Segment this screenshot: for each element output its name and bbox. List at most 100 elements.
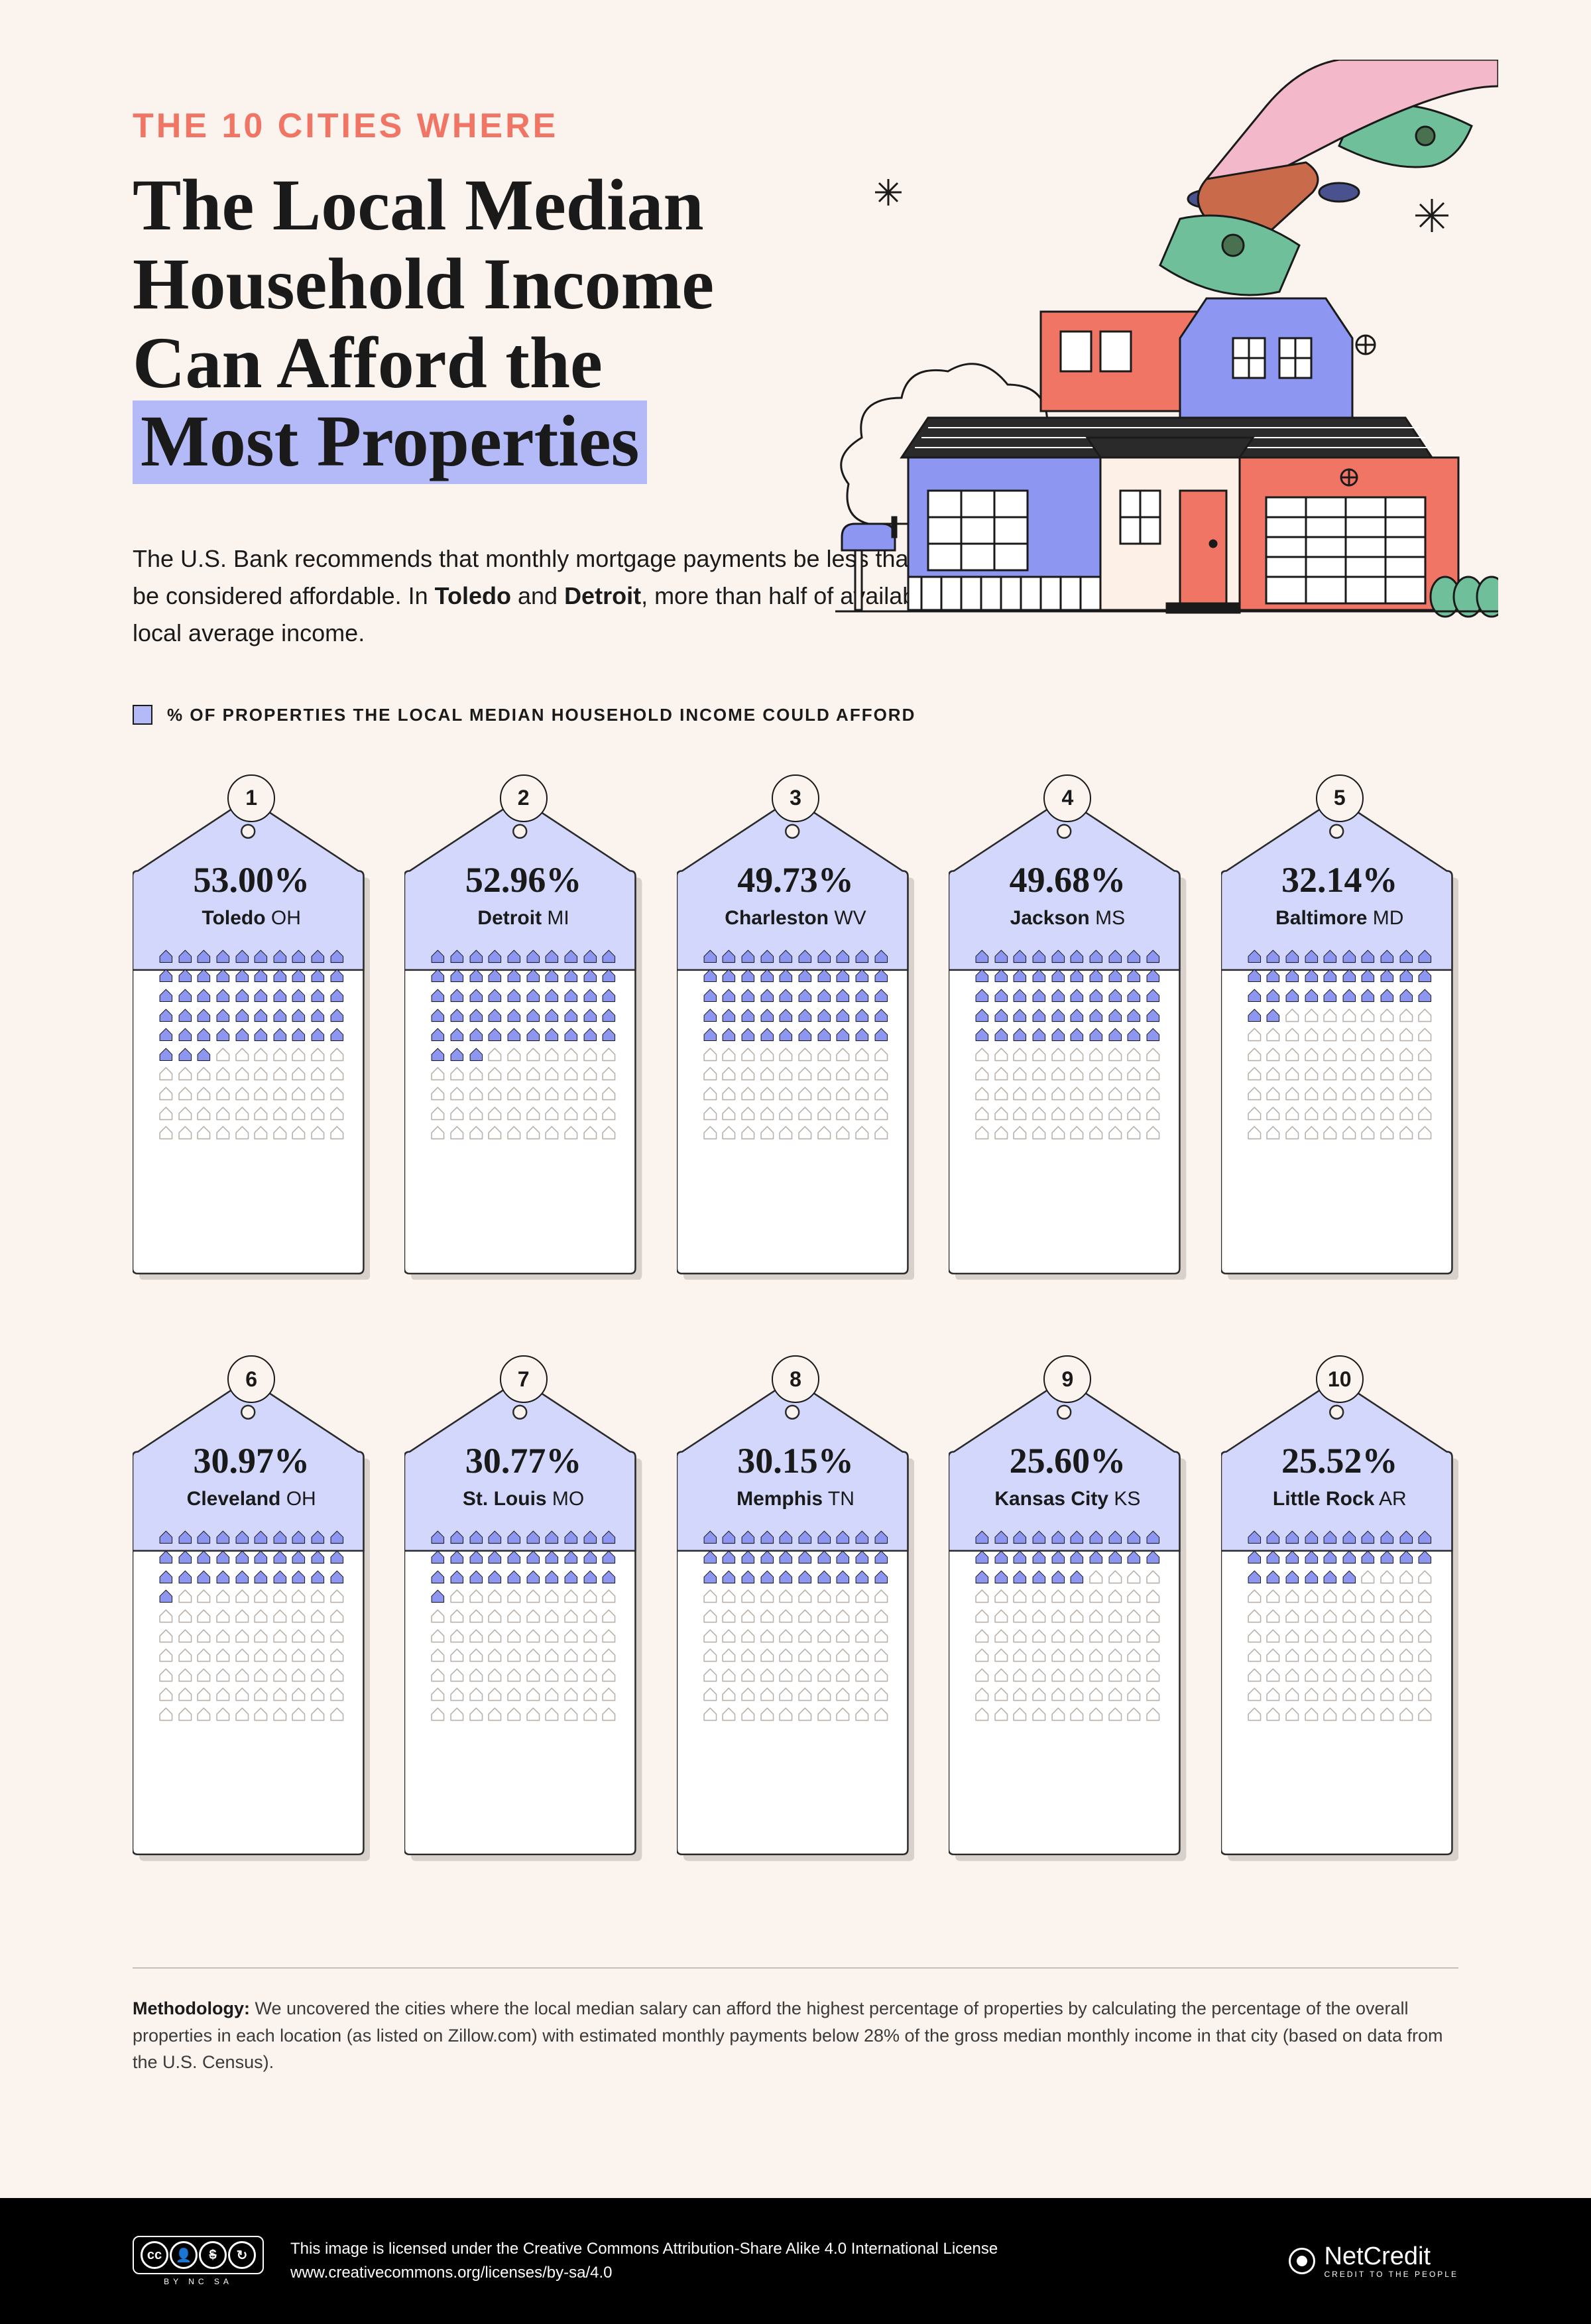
house-icon-filled [563, 1529, 579, 1546]
house-icon-filled [1265, 1529, 1281, 1546]
house-icon-filled [544, 1569, 560, 1585]
house-icon-empty [797, 1105, 813, 1122]
house-icon-empty [854, 1588, 870, 1605]
house-icon-empty [1417, 1686, 1433, 1703]
house-icon-empty [177, 1706, 194, 1723]
house-icon-empty [974, 1686, 990, 1703]
house-icon-empty [1145, 1066, 1161, 1082]
house-icon-empty [797, 1667, 813, 1683]
cc-icon: $ [199, 2241, 227, 2269]
house-icon-filled [1088, 1549, 1104, 1565]
house-icon-filled [1050, 1549, 1067, 1565]
brand-tagline: CREDIT TO THE PEOPLE [1325, 2270, 1459, 2279]
house-icon-filled [1126, 1026, 1142, 1043]
house-icon-empty [1265, 1608, 1281, 1624]
house-icon-empty [1050, 1608, 1067, 1624]
house-icon-empty [1398, 1569, 1415, 1585]
house-icon-filled [1303, 987, 1320, 1004]
city-tag: 10 25.52% Little Rock AR [1221, 1379, 1458, 1861]
house-icon-empty [759, 1588, 776, 1605]
house-icon-empty [525, 1046, 542, 1063]
house-icon-filled [430, 1549, 446, 1565]
house-icon-empty [563, 1066, 579, 1082]
house-icon-empty [177, 1647, 194, 1664]
house-icon-empty [1107, 1608, 1124, 1624]
house-icon-empty [1360, 1026, 1376, 1043]
house-icon-empty [430, 1105, 446, 1122]
house-icon-empty [601, 1647, 617, 1664]
house-icon-empty [1088, 1588, 1104, 1605]
house-icon-filled [873, 1007, 890, 1024]
house-icon-filled [544, 987, 560, 1004]
house-icon-filled [854, 948, 870, 965]
house-icon-empty [582, 1628, 599, 1644]
methodology: Methodology: We uncovered the cities whe… [133, 1995, 1458, 2076]
house-icon-empty [1145, 1085, 1161, 1102]
house-icon-filled [158, 1549, 174, 1565]
house-icon-empty [272, 1085, 288, 1102]
house-icon-empty [158, 1608, 174, 1624]
house-icon-empty [449, 1686, 465, 1703]
house-icon-empty [1379, 1667, 1395, 1683]
house-icon-empty [1107, 1647, 1124, 1664]
house-icon-empty [1126, 1046, 1142, 1063]
house-icon-filled [310, 987, 326, 1004]
house-icon-empty [177, 1125, 194, 1141]
house-icon-empty [1360, 1046, 1376, 1063]
house-icon-empty [253, 1046, 269, 1063]
house-icon-empty [1398, 1706, 1415, 1723]
house-icon-empty [1069, 1085, 1085, 1102]
house-icon-empty [1088, 1105, 1104, 1122]
house-icon-empty [468, 1588, 485, 1605]
house-icon-empty [1265, 1026, 1281, 1043]
house-icon-filled [1265, 987, 1281, 1004]
house-icon-empty [329, 1706, 345, 1723]
house-icon-empty [196, 1667, 212, 1683]
house-icon-empty [1050, 1105, 1067, 1122]
house-pictogram-grid [424, 1529, 622, 1722]
house-icon-filled [1031, 987, 1047, 1004]
house-icon-empty [1398, 1125, 1415, 1141]
house-icon-filled [272, 1569, 288, 1585]
house-icon-filled [816, 1569, 833, 1585]
house-icon-empty [1341, 1066, 1358, 1082]
house-icon-empty [582, 1608, 599, 1624]
house-icon-empty [234, 1085, 251, 1102]
house-icon-empty [525, 1066, 542, 1082]
rank-badge: 5 [1316, 774, 1364, 822]
house-icon-empty [290, 1085, 307, 1102]
house-icon-filled [449, 1026, 465, 1043]
house-icon-empty [759, 1046, 776, 1063]
house-icon-empty [1284, 1125, 1301, 1141]
house-icon-empty [740, 1046, 756, 1063]
house-icon-empty [740, 1608, 756, 1624]
house-icon-empty [1107, 1628, 1124, 1644]
house-icon-empty [1417, 1026, 1433, 1043]
house-icon-filled [993, 1549, 1010, 1565]
house-icon-empty [721, 1588, 737, 1605]
house-icon-empty [873, 1628, 890, 1644]
house-icon-empty [1341, 1007, 1358, 1024]
house-icon-filled [854, 987, 870, 1004]
house-icon-empty [1012, 1647, 1028, 1664]
house-icon-filled [1398, 967, 1415, 984]
house-icon-filled [1031, 1569, 1047, 1585]
house-icon-empty [1417, 1007, 1433, 1024]
house-icon-filled [582, 967, 599, 984]
house-icon-empty [487, 1608, 503, 1624]
house-icon-empty [253, 1647, 269, 1664]
house-icon-filled [1341, 1549, 1358, 1565]
house-icon-empty [702, 1105, 719, 1122]
house-icon-empty [1069, 1667, 1085, 1683]
house-icon-filled [430, 1569, 446, 1585]
house-icon-empty [234, 1105, 251, 1122]
house-icon-filled [1126, 948, 1142, 965]
house-icon-empty [835, 1046, 851, 1063]
house-icon-filled [759, 1529, 776, 1546]
house-icon-filled [158, 1588, 174, 1605]
house-icon-empty [993, 1125, 1010, 1141]
house-icon-empty [1145, 1608, 1161, 1624]
house-icon-empty [1069, 1046, 1085, 1063]
house-icon-filled [797, 1549, 813, 1565]
house-pictogram-grid [1241, 1529, 1439, 1722]
